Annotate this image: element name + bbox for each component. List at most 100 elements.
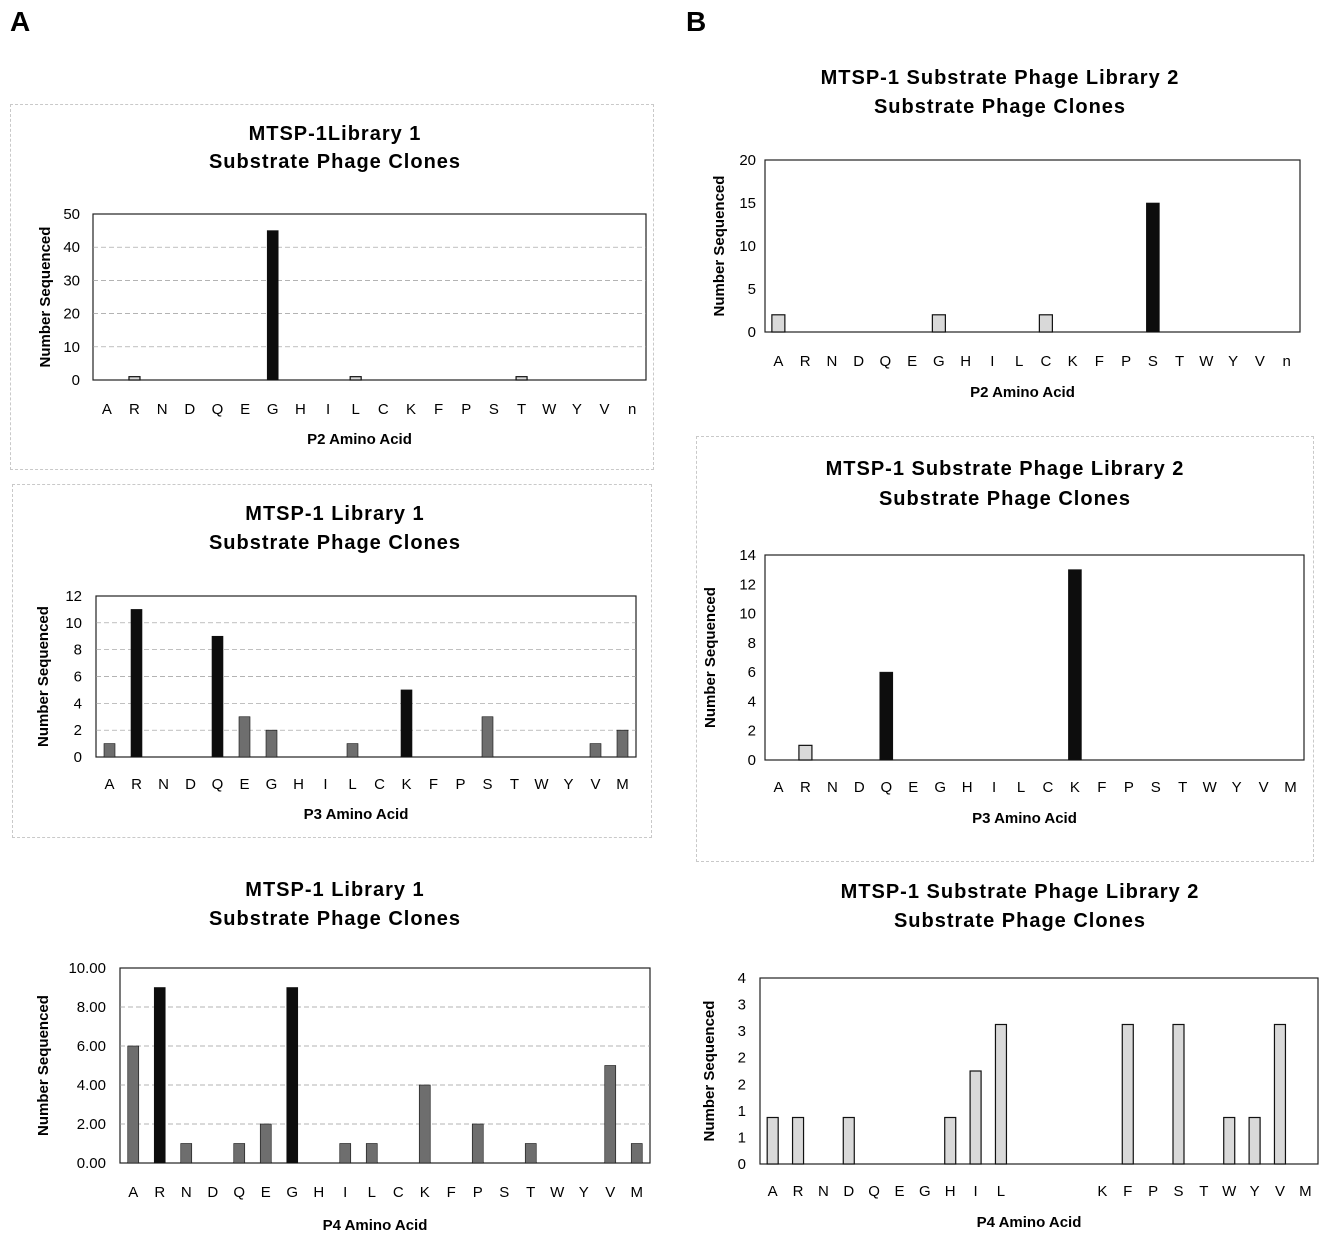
- x-tick-label: Q: [212, 776, 224, 793]
- x-tick-label: M: [1284, 779, 1297, 796]
- x-tick-label: F: [447, 1184, 456, 1201]
- x-tick-label: K: [1097, 1183, 1107, 1200]
- x-tick-label: L: [1015, 353, 1023, 370]
- bar-T: [515, 376, 528, 381]
- chart-title: Substrate Phage Clones: [209, 151, 461, 173]
- x-tick-label: C: [1043, 779, 1054, 796]
- x-tick-label: H: [295, 401, 306, 418]
- x-tick-label: R: [154, 1184, 165, 1201]
- bar-T: [524, 1143, 537, 1164]
- x-tick-label: N: [158, 776, 169, 793]
- bar-Q: [211, 635, 224, 758]
- x-tick-label: W: [1203, 779, 1218, 796]
- x-tick-label: I: [992, 779, 996, 796]
- x-tick-label: C: [378, 401, 389, 418]
- x-tick-label: V: [605, 1184, 615, 1201]
- x-tick-label: S: [1148, 353, 1158, 370]
- y-tick-label: 3: [738, 1023, 746, 1040]
- y-tick-label: 0: [72, 372, 80, 389]
- x-tick-label: M: [631, 1184, 644, 1201]
- bar-H: [944, 1116, 957, 1165]
- chart-title: MTSP-1 Substrate Phage Library 2: [841, 881, 1200, 903]
- y-axis-label: Number Sequenced: [702, 587, 719, 728]
- bar-P: [471, 1123, 484, 1164]
- x-tick-label: E: [240, 401, 250, 418]
- bar-G: [931, 314, 946, 333]
- x-tick-label: H: [945, 1183, 956, 1200]
- y-tick-label: 10.00: [68, 960, 106, 977]
- chart-title: Substrate Phage Clones: [874, 96, 1126, 118]
- x-axis-label: P2 Amino Acid: [307, 431, 412, 448]
- x-axis-label: P3 Amino Acid: [304, 806, 409, 823]
- x-tick-label: P: [1148, 1183, 1158, 1200]
- x-tick-label: D: [207, 1184, 218, 1201]
- chart-title: Substrate Phage Clones: [209, 908, 461, 930]
- bar-L: [349, 376, 362, 381]
- x-tick-label: A: [128, 1184, 138, 1201]
- x-tick-label: V: [600, 401, 610, 418]
- y-tick-label: 40: [63, 239, 80, 256]
- plot-area: [119, 967, 651, 1164]
- x-tick-label: H: [313, 1184, 324, 1201]
- x-tick-label: G: [286, 1184, 298, 1201]
- x-tick-label: D: [843, 1183, 854, 1200]
- x-tick-label: C: [374, 776, 385, 793]
- bar-R: [798, 744, 813, 761]
- plot-area: [764, 159, 1301, 333]
- bar-S: [481, 716, 494, 758]
- x-tick-label: A: [102, 401, 112, 418]
- chart-title: MTSP-1 Substrate Phage Library 2: [821, 67, 1180, 89]
- x-tick-label: G: [933, 353, 945, 370]
- y-tick-label: 1: [738, 1129, 746, 1146]
- x-tick-label: L: [368, 1184, 376, 1201]
- y-tick-label: 10: [739, 606, 756, 623]
- bar-N: [180, 1143, 193, 1164]
- x-tick-label: H: [960, 353, 971, 370]
- y-tick-label: 6.00: [77, 1038, 106, 1055]
- y-tick-label: 10: [63, 339, 80, 356]
- y-tick-label: 2: [738, 1050, 746, 1067]
- x-tick-label: V: [590, 776, 600, 793]
- x-tick-label: G: [267, 401, 279, 418]
- x-tick-label: L: [997, 1183, 1005, 1200]
- x-tick-label: F: [1095, 353, 1104, 370]
- x-tick-label: Q: [880, 353, 892, 370]
- bar-A: [127, 1045, 140, 1164]
- chart-title: MTSP-1 Library 1: [245, 503, 424, 525]
- chart-title: Substrate Phage Clones: [879, 488, 1131, 510]
- x-tick-label: R: [793, 1183, 804, 1200]
- x-tick-label: D: [184, 401, 195, 418]
- x-tick-label: H: [293, 776, 304, 793]
- y-tick-label: 2: [748, 723, 756, 740]
- bar-I: [969, 1070, 982, 1165]
- bar-S: [1146, 202, 1160, 333]
- y-tick-label: 5: [748, 281, 756, 298]
- x-tick-label: E: [908, 779, 918, 796]
- chart-frame: [12, 484, 652, 838]
- chart-title: Substrate Phage Clones: [209, 532, 461, 554]
- x-tick-label: Y: [1228, 353, 1238, 370]
- x-axis-label: P3 Amino Acid: [972, 810, 1077, 827]
- y-tick-label: 20: [63, 306, 80, 323]
- y-tick-label: 4: [74, 695, 82, 712]
- x-tick-label: E: [261, 1184, 271, 1201]
- x-tick-label: P: [473, 1184, 483, 1201]
- x-tick-label: n: [1282, 353, 1290, 370]
- y-tick-label: 2.00: [77, 1116, 106, 1133]
- x-tick-label: G: [919, 1183, 931, 1200]
- y-tick-label: 6: [748, 664, 756, 681]
- y-axis-label: Number Sequenced: [701, 1001, 718, 1142]
- y-tick-label: 0: [738, 1156, 746, 1173]
- bar-G: [265, 729, 278, 758]
- x-tick-label: V: [1275, 1183, 1285, 1200]
- x-tick-label: L: [348, 776, 356, 793]
- x-tick-label: S: [489, 401, 499, 418]
- x-tick-label: K: [406, 401, 416, 418]
- chart-title: MTSP-1Library 1: [249, 123, 422, 145]
- x-tick-label: R: [129, 401, 140, 418]
- y-tick-label: 12: [65, 588, 82, 605]
- bar-K: [418, 1084, 431, 1164]
- x-tick-label: F: [434, 401, 443, 418]
- x-tick-label: I: [990, 353, 994, 370]
